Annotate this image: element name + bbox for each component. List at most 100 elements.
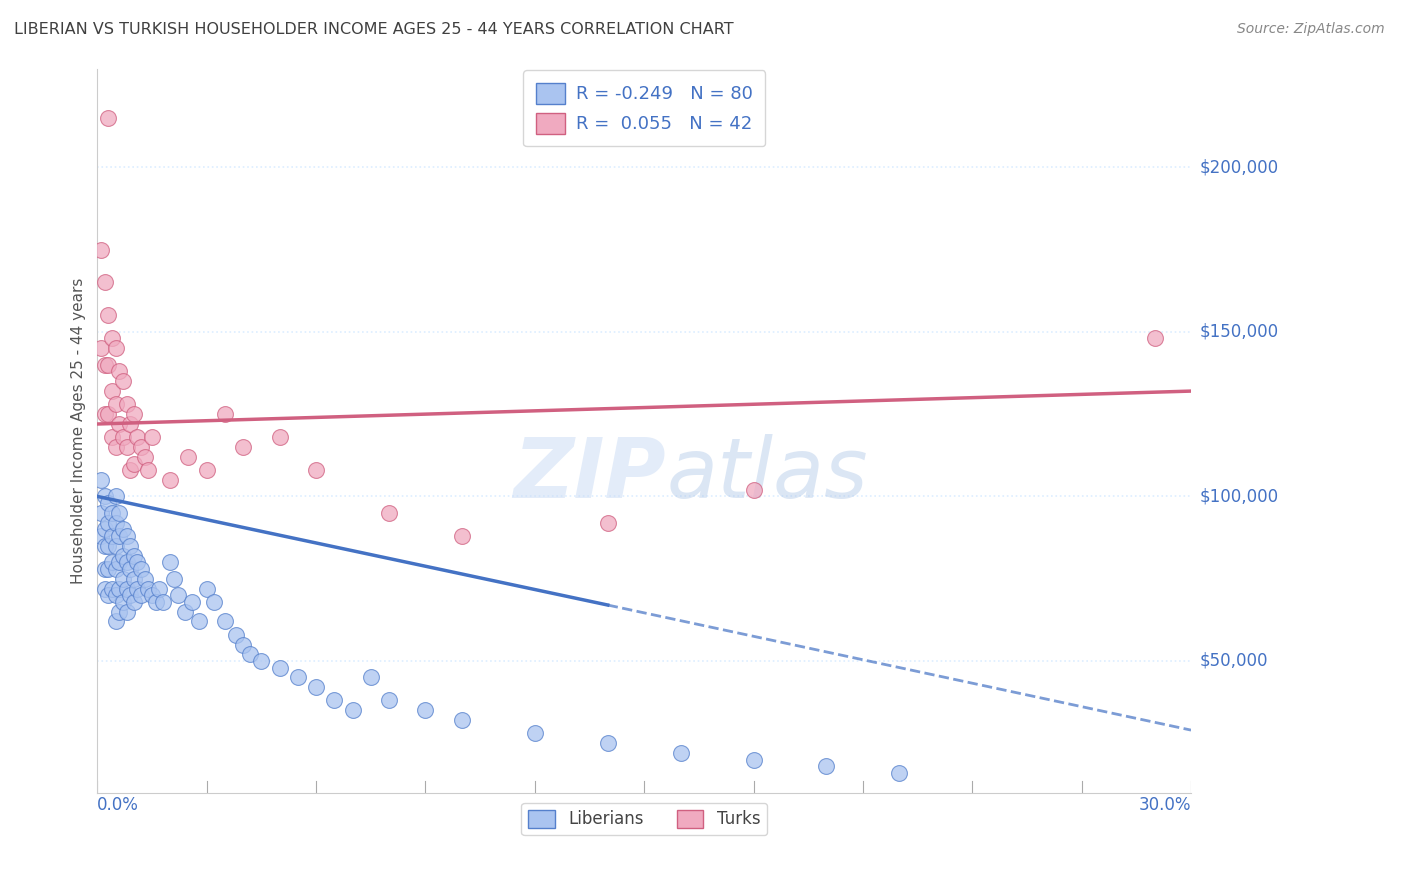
Point bbox=[122, 549, 145, 563]
Point bbox=[214, 615, 236, 629]
Point bbox=[93, 358, 115, 372]
Point bbox=[122, 595, 145, 609]
Point bbox=[93, 582, 115, 596]
Point bbox=[90, 341, 112, 355]
Text: 30.0%: 30.0% bbox=[1139, 796, 1191, 814]
Point bbox=[97, 588, 120, 602]
Point bbox=[101, 582, 124, 596]
Point bbox=[104, 397, 127, 411]
Point bbox=[104, 539, 127, 553]
Point bbox=[122, 407, 145, 421]
Point bbox=[97, 111, 120, 125]
Point bbox=[115, 582, 138, 596]
Point bbox=[269, 660, 291, 674]
Point bbox=[188, 615, 211, 629]
Point bbox=[120, 539, 142, 553]
Point bbox=[195, 582, 218, 596]
Point bbox=[108, 417, 131, 431]
Point bbox=[134, 572, 156, 586]
Point bbox=[269, 430, 291, 444]
Point bbox=[120, 463, 142, 477]
Point bbox=[287, 670, 309, 684]
Point bbox=[115, 555, 138, 569]
Point bbox=[141, 588, 163, 602]
Point bbox=[152, 595, 174, 609]
Point bbox=[305, 463, 328, 477]
Point bbox=[97, 496, 120, 510]
Point bbox=[111, 374, 134, 388]
Text: Source: ZipAtlas.com: Source: ZipAtlas.com bbox=[1237, 22, 1385, 37]
Point bbox=[93, 276, 115, 290]
Point bbox=[101, 384, 124, 398]
Point bbox=[181, 595, 204, 609]
Point bbox=[596, 516, 619, 530]
Point bbox=[134, 450, 156, 464]
Point bbox=[451, 713, 474, 727]
Point bbox=[523, 726, 546, 740]
Point bbox=[97, 309, 120, 323]
Point bbox=[90, 243, 112, 257]
Point bbox=[323, 693, 346, 707]
Point bbox=[742, 753, 765, 767]
Text: $200,000: $200,000 bbox=[1199, 158, 1278, 177]
Point bbox=[889, 765, 911, 780]
Point bbox=[141, 430, 163, 444]
Point bbox=[145, 595, 167, 609]
Point bbox=[93, 539, 115, 553]
Point bbox=[97, 562, 120, 576]
Point bbox=[127, 430, 149, 444]
Point bbox=[90, 506, 112, 520]
Point bbox=[129, 440, 152, 454]
Point bbox=[93, 562, 115, 576]
Text: atlas: atlas bbox=[666, 434, 868, 515]
Point bbox=[202, 595, 225, 609]
Point bbox=[97, 358, 120, 372]
Point bbox=[360, 670, 382, 684]
Point bbox=[101, 430, 124, 444]
Point bbox=[127, 582, 149, 596]
Point bbox=[378, 693, 401, 707]
Point bbox=[90, 473, 112, 487]
Point bbox=[305, 681, 328, 695]
Point bbox=[129, 562, 152, 576]
Point bbox=[159, 473, 181, 487]
Point bbox=[596, 736, 619, 750]
Point bbox=[342, 703, 364, 717]
Point bbox=[129, 588, 152, 602]
Point bbox=[93, 407, 115, 421]
Point bbox=[378, 506, 401, 520]
Point bbox=[159, 555, 181, 569]
Point bbox=[120, 562, 142, 576]
Point bbox=[115, 440, 138, 454]
Text: $150,000: $150,000 bbox=[1199, 323, 1278, 341]
Point bbox=[451, 529, 474, 543]
Point bbox=[250, 654, 273, 668]
Point bbox=[111, 430, 134, 444]
Point bbox=[108, 364, 131, 378]
Point bbox=[195, 463, 218, 477]
Point bbox=[97, 516, 120, 530]
Point bbox=[101, 331, 124, 345]
Point bbox=[104, 490, 127, 504]
Point bbox=[90, 529, 112, 543]
Point bbox=[104, 440, 127, 454]
Point bbox=[104, 588, 127, 602]
Point bbox=[111, 572, 134, 586]
Point bbox=[214, 407, 236, 421]
Point bbox=[101, 506, 124, 520]
Point bbox=[93, 522, 115, 536]
Point bbox=[232, 638, 254, 652]
Point bbox=[108, 605, 131, 619]
Text: $50,000: $50,000 bbox=[1199, 652, 1268, 670]
Point bbox=[97, 539, 120, 553]
Point bbox=[108, 555, 131, 569]
Point bbox=[111, 549, 134, 563]
Point bbox=[111, 522, 134, 536]
Point bbox=[173, 605, 195, 619]
Point bbox=[163, 572, 186, 586]
Point bbox=[127, 555, 149, 569]
Point bbox=[104, 341, 127, 355]
Point bbox=[669, 746, 692, 760]
Point bbox=[138, 463, 160, 477]
Point bbox=[108, 582, 131, 596]
